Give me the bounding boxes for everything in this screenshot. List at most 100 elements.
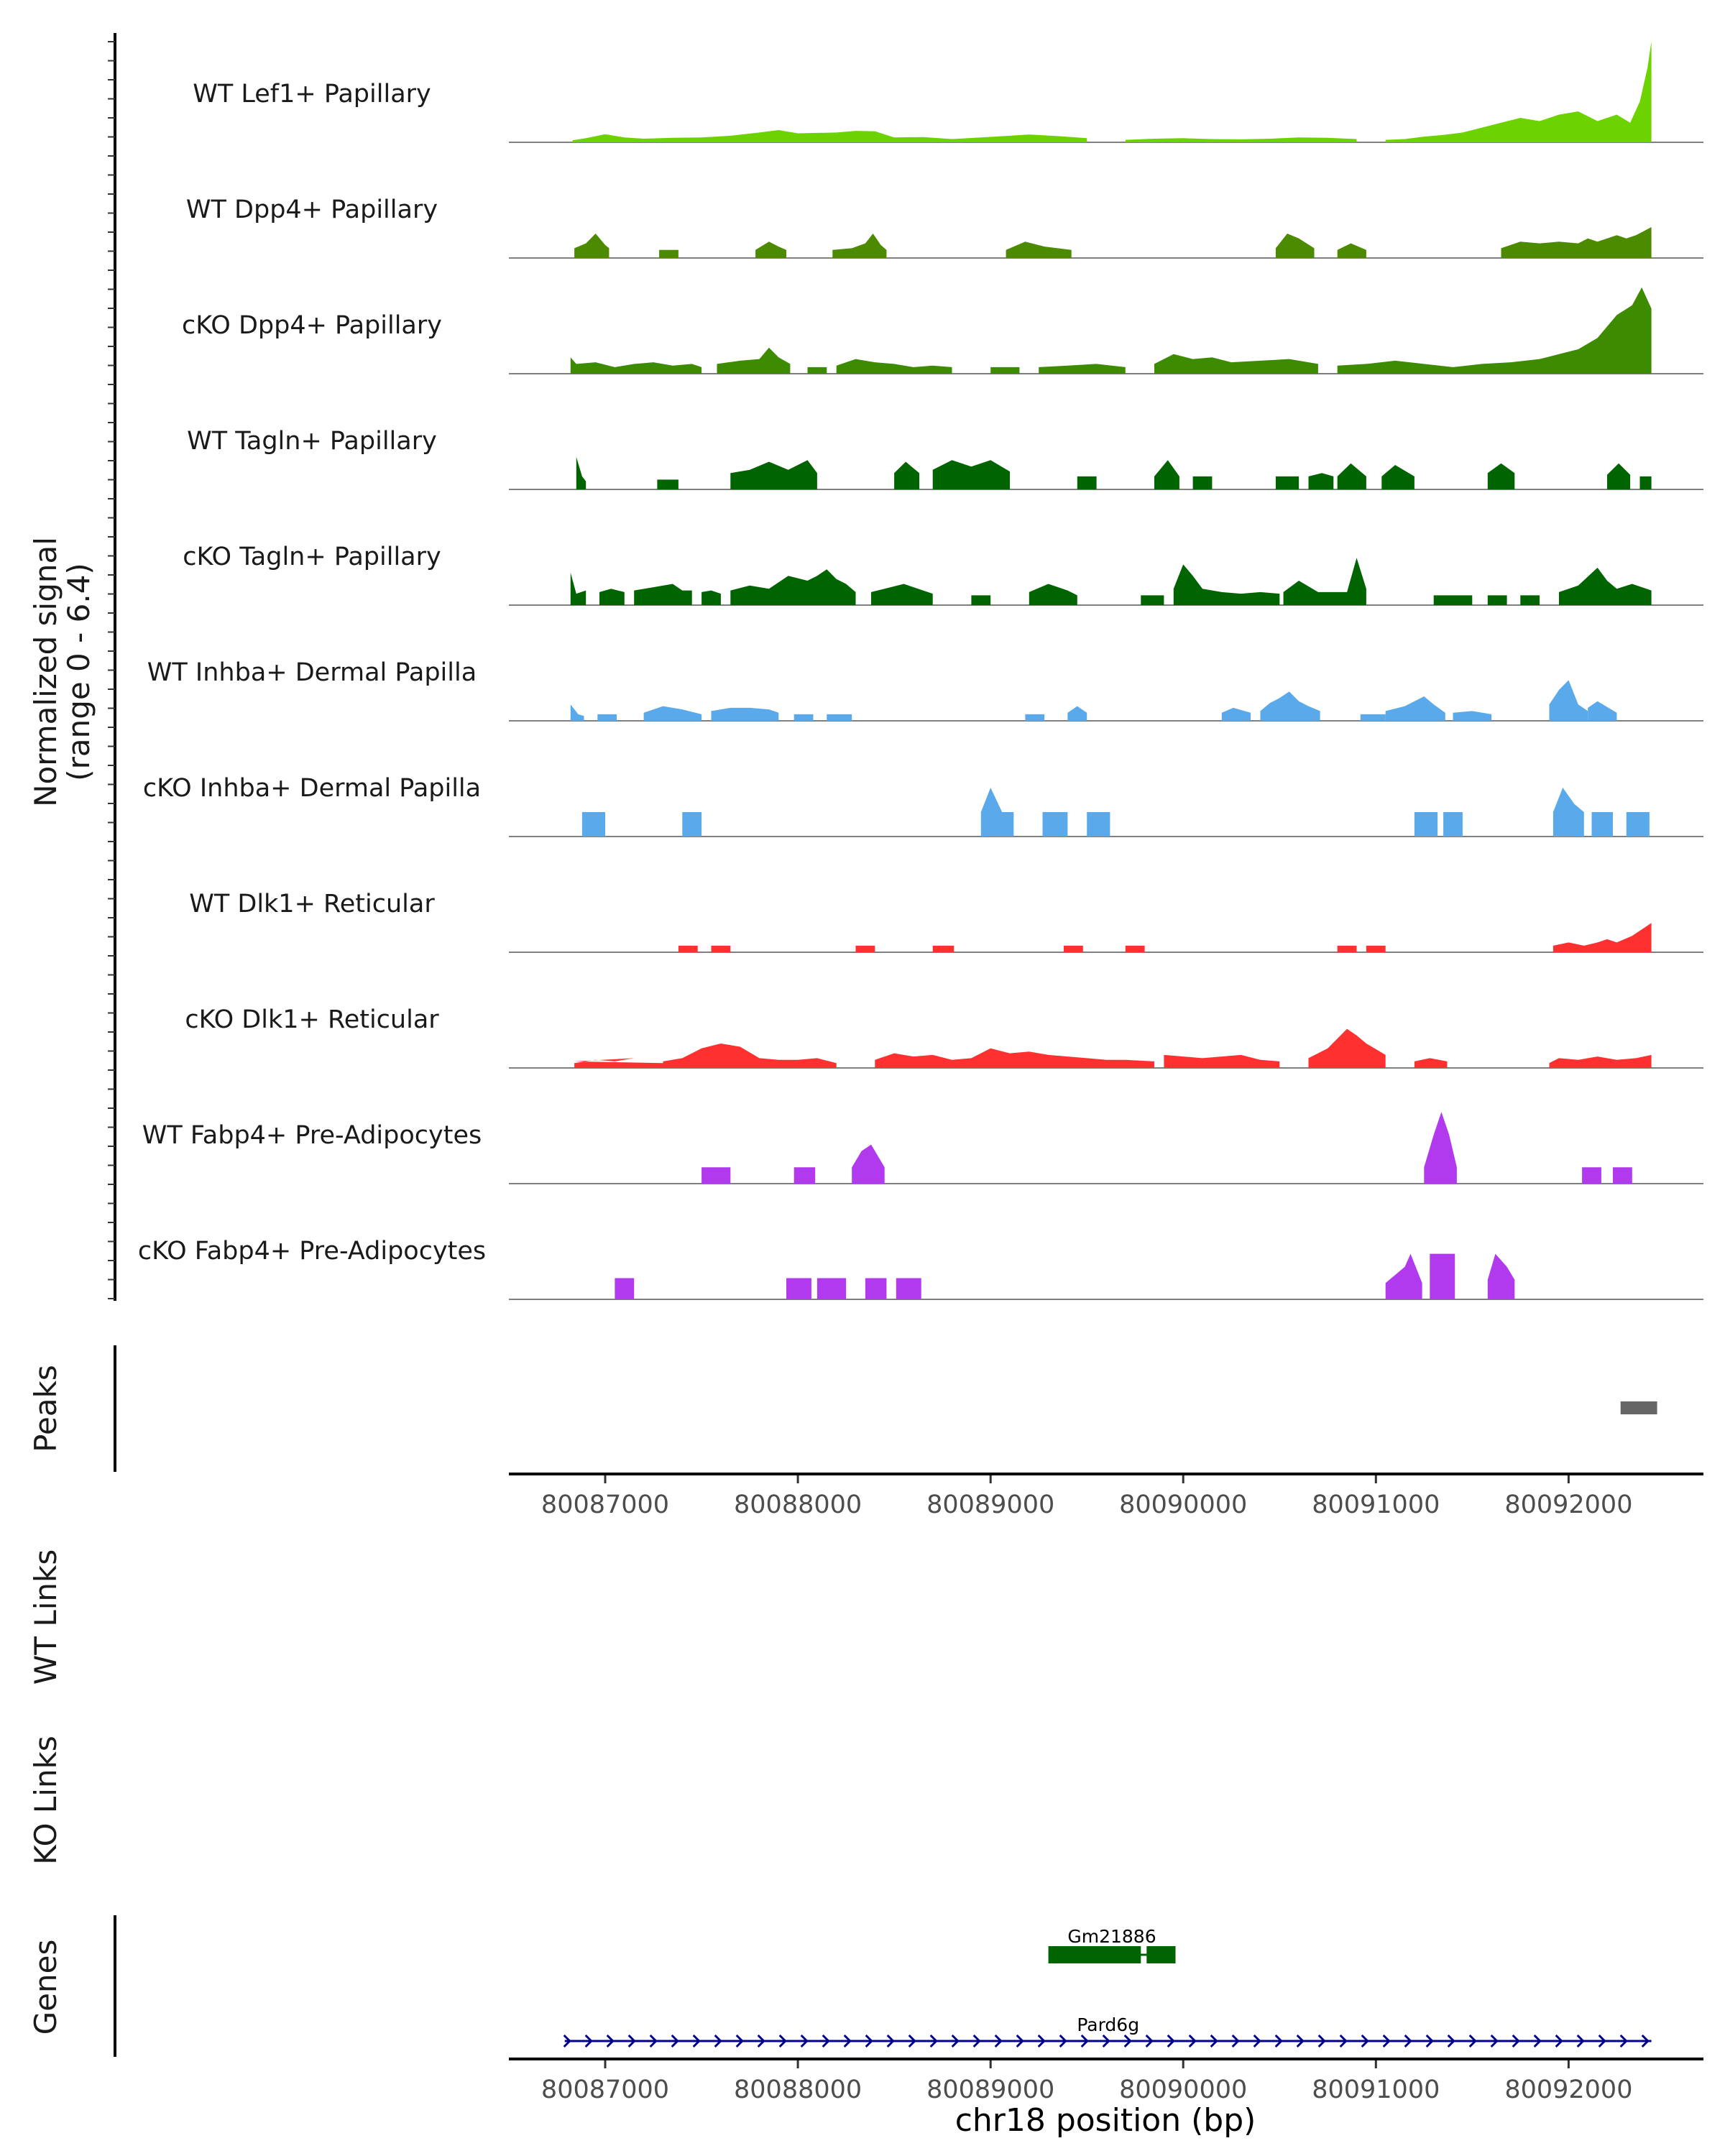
track-1: WT Lef1+ Papillary xyxy=(193,41,1703,143)
coverage-area xyxy=(1552,788,1584,837)
coverage-area xyxy=(1308,473,1334,489)
x-axis-upper-ticks: 80087000 80088000 80089000 80090000 80091000… xyxy=(541,1475,1632,1519)
coverage-area xyxy=(1385,1253,1422,1299)
track-label: cKO Dpp4+ Papillary xyxy=(182,311,442,340)
x-axis-lower-ticks: 80087000 80088000 80089000 80090000 80091000… xyxy=(541,2060,1632,2104)
x-tick-label: 80092000 xyxy=(1504,2076,1632,2104)
coverage-area xyxy=(615,1278,635,1299)
coverage-area xyxy=(711,707,779,721)
track-10: WT Fabp4+ Pre-Adipocytes xyxy=(142,1112,1703,1184)
coverage-area xyxy=(1559,567,1652,605)
gene-exon xyxy=(1048,1946,1141,1963)
track-2: WT Dpp4+ Papillary xyxy=(186,195,1703,259)
coverage-area xyxy=(1087,812,1110,837)
coverage-area xyxy=(896,1278,921,1299)
strand-arrow xyxy=(1555,2034,1563,2048)
gene-label: Gm21886 xyxy=(1067,1926,1156,1947)
strand-arrow xyxy=(1490,2034,1499,2048)
coverage-area xyxy=(702,1167,731,1184)
coverage-area xyxy=(1308,1028,1386,1068)
strand-arrow xyxy=(584,2034,593,2048)
strand-arrow xyxy=(1382,2034,1391,2048)
coverage-area xyxy=(1154,354,1318,374)
coverage-area xyxy=(1366,945,1386,952)
coverage-area xyxy=(755,241,786,258)
gene-exon xyxy=(1146,1946,1176,1963)
strand-arrow xyxy=(929,2034,938,2048)
track-label: cKO Inhba+ Dermal Papilla xyxy=(143,774,481,803)
coverage-area xyxy=(574,234,610,258)
strand-arrow xyxy=(1576,2034,1585,2048)
x-tick-label: 80090000 xyxy=(1119,1491,1247,1519)
coverage-area xyxy=(980,788,1014,837)
coverage-area xyxy=(711,945,731,952)
coverage-area xyxy=(990,367,1020,374)
track-label: WT Dlk1+ Reticular xyxy=(189,890,435,918)
wt-links-section-label: WT Links xyxy=(28,1549,63,1685)
coverage-area xyxy=(1414,1058,1448,1068)
strand-arrow xyxy=(692,2034,701,2048)
coverage-area xyxy=(702,590,721,605)
coverage-area xyxy=(852,1144,885,1184)
coverage-area xyxy=(1039,364,1126,374)
strand-arrow xyxy=(1253,2034,1261,2048)
coverage-area xyxy=(1414,812,1438,837)
strand-arrow xyxy=(843,2034,852,2048)
coverage-area xyxy=(581,812,605,837)
strand-arrow xyxy=(1274,2034,1283,2048)
coverage-area xyxy=(1154,460,1179,489)
strand-arrow xyxy=(671,2034,679,2048)
track-label: cKO Tagln+ Papillary xyxy=(183,543,441,571)
coverage-area xyxy=(570,357,702,374)
coverage-area xyxy=(1552,923,1652,952)
coverage-area xyxy=(572,130,1087,142)
strand-arrow xyxy=(1425,2034,1434,2048)
coverage-area xyxy=(1173,564,1280,605)
coverage-area xyxy=(1064,945,1083,952)
coverage-area xyxy=(1260,691,1320,721)
coverage-area xyxy=(855,945,875,952)
track-7: cKO Inhba+ Dermal Papilla xyxy=(143,774,1703,837)
track-6: WT Inhba+ Dermal Papilla xyxy=(147,658,1703,722)
track-11: cKO Fabp4+ Pre-Adipocytes xyxy=(138,1237,1703,1300)
track-3: cKO Dpp4+ Papillary xyxy=(182,287,1703,374)
coverage-area xyxy=(1588,701,1617,721)
coverage-area xyxy=(576,456,586,489)
x-tick-label: 80091000 xyxy=(1312,1491,1440,1519)
strand-arrow xyxy=(649,2034,658,2048)
coverage-area xyxy=(836,359,952,374)
coverage-area xyxy=(865,1278,887,1299)
strand-arrow xyxy=(822,2034,830,2048)
coverage-area xyxy=(871,584,933,605)
strand-arrow xyxy=(1361,2034,1369,2048)
coverage-area xyxy=(1221,707,1251,721)
strand-arrow xyxy=(972,2034,981,2048)
strand-arrow xyxy=(908,2034,916,2048)
strand-arrow xyxy=(1468,2034,1477,2048)
coverage-area xyxy=(1192,476,1213,489)
coverage-area xyxy=(1164,1054,1280,1068)
coverage-area xyxy=(1520,595,1540,605)
coverage-area xyxy=(1337,945,1357,952)
coverage-area xyxy=(1453,711,1492,721)
x-tick-label: 80089000 xyxy=(926,2076,1054,2104)
coverage-area xyxy=(1626,812,1650,837)
strand-arrow xyxy=(1016,2034,1024,2048)
coverage-area xyxy=(730,460,817,489)
coverage-area xyxy=(1381,465,1414,489)
coverage-area xyxy=(1613,1167,1632,1184)
strand-arrow xyxy=(735,2034,744,2048)
coverage-area xyxy=(1275,234,1315,258)
coverage-area xyxy=(1337,463,1366,489)
strand-arrow xyxy=(1080,2034,1089,2048)
strand-arrow xyxy=(1619,2034,1628,2048)
strand-arrow xyxy=(1123,2034,1132,2048)
strand-arrow xyxy=(1210,2034,1218,2048)
coverage-area xyxy=(816,1278,847,1299)
strand-arrow xyxy=(1533,2034,1542,2048)
coverage-area xyxy=(574,1058,663,1068)
coverage-area xyxy=(1487,595,1507,605)
coverage-area xyxy=(1337,287,1652,374)
coverage-area xyxy=(794,714,814,721)
coverage-area xyxy=(1443,812,1463,837)
